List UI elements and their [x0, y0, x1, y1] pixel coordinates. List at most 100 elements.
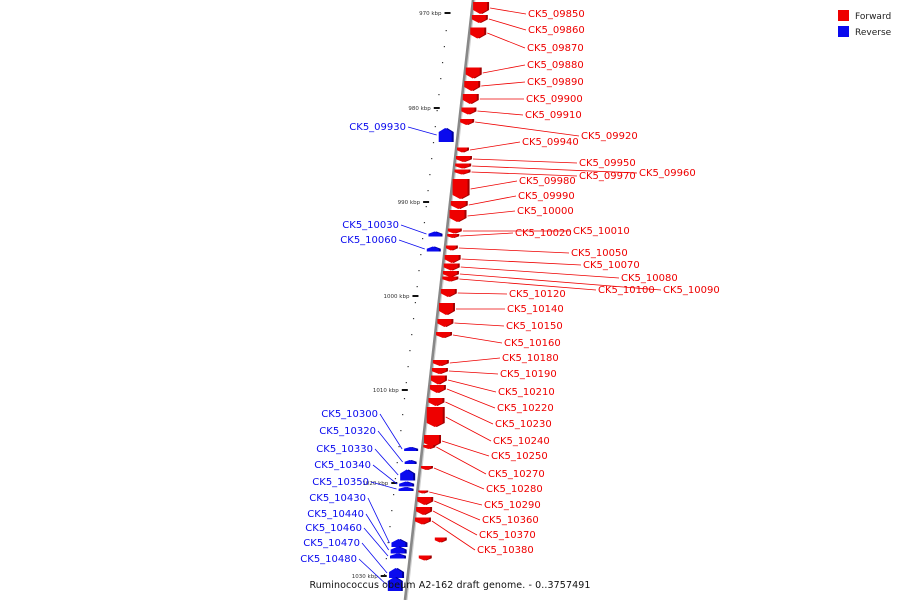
gene-CK5_10330[interactable] — [400, 469, 416, 481]
gene-label-CK5_09900[interactable]: CK5_09900 — [526, 94, 583, 105]
gene-label-CK5_09870[interactable]: CK5_09870 — [527, 43, 584, 54]
gene-label-CK5_09990[interactable]: CK5_09990 — [518, 191, 575, 202]
gene-CK5_09910[interactable] — [461, 107, 477, 115]
gene-label-CK5_10280[interactable]: CK5_10280 — [486, 484, 543, 495]
gene-CK5_10080[interactable] — [443, 263, 460, 271]
gene-label-CK5_10010[interactable]: CK5_10010 — [573, 226, 630, 237]
gene-extra[interactable] — [418, 555, 432, 561]
gene-label-CK5_10030[interactable]: CK5_10030 — [342, 220, 399, 231]
gene-CK5_10470[interactable] — [389, 568, 405, 578]
gene-CK5_10010[interactable] — [447, 228, 462, 234]
gene-CK5_10340[interactable] — [399, 481, 415, 487]
gene-CK5_10140[interactable] — [438, 303, 455, 315]
gene-label-CK5_10360[interactable]: CK5_10360 — [482, 515, 539, 526]
gene-CK5_09900[interactable] — [462, 94, 479, 104]
gene-label-CK5_10440[interactable]: CK5_10440 — [307, 509, 364, 520]
gene-CK5_10060[interactable] — [426, 246, 441, 252]
gene-CK5_10160[interactable] — [436, 332, 453, 338]
gene-label-CK5_09930[interactable]: CK5_09930 — [349, 122, 406, 133]
gene-label-CK5_10000[interactable]: CK5_10000 — [517, 206, 574, 217]
gene-CK5_10000[interactable] — [449, 210, 467, 222]
gene-extra[interactable] — [434, 537, 447, 543]
gene-label-CK5_10480[interactable]: CK5_10480 — [300, 554, 357, 565]
gene-CK5_09890[interactable] — [464, 81, 481, 91]
gene-label-CK5_10250[interactable]: CK5_10250 — [491, 451, 548, 462]
gene-label-CK5_10070[interactable]: CK5_10070 — [583, 260, 640, 271]
gene-CK5_10380[interactable] — [414, 517, 431, 525]
gene-label-CK5_09980[interactable]: CK5_09980 — [519, 176, 576, 187]
gene-CK5_10100[interactable] — [442, 276, 459, 282]
gene-label-CK5_10210[interactable]: CK5_10210 — [498, 387, 555, 398]
gene-label-CK5_09860[interactable]: CK5_09860 — [528, 25, 585, 36]
gene-CK5_09920[interactable] — [460, 119, 475, 125]
gene-label-CK5_10020[interactable]: CK5_10020 — [515, 228, 572, 239]
gene-CK5_10210[interactable] — [430, 375, 447, 385]
gene-CK5_10430[interactable] — [391, 539, 408, 547]
gene-label-CK5_10330[interactable]: CK5_10330 — [316, 444, 373, 455]
gene-label-CK5_10090[interactable]: CK5_10090 — [663, 285, 720, 296]
gene-CK5_10090[interactable] — [442, 271, 459, 277]
gene-label-CK5_10150[interactable]: CK5_10150 — [506, 321, 563, 332]
gene-CK5_09980[interactable] — [452, 179, 470, 199]
gene-label-CK5_09850[interactable]: CK5_09850 — [528, 9, 585, 20]
gene-label-CK5_10340[interactable]: CK5_10340 — [314, 460, 371, 471]
gene-CK5_10460[interactable] — [389, 553, 406, 559]
gene-CK5_09850[interactable] — [473, 2, 490, 14]
gene-label-CK5_09880[interactable]: CK5_09880 — [527, 60, 584, 71]
gene-label-CK5_09890[interactable]: CK5_09890 — [527, 77, 584, 88]
gene-label-CK5_10230[interactable]: CK5_10230 — [495, 419, 552, 430]
gene-CK5_10070[interactable] — [444, 255, 461, 263]
gene-label-CK5_10100[interactable]: CK5_10100 — [598, 285, 655, 296]
gene-label-CK5_09940[interactable]: CK5_09940 — [522, 137, 579, 148]
gene-CK5_10020[interactable] — [447, 234, 460, 238]
gene-CK5_09870[interactable] — [470, 27, 487, 39]
gene-label-CK5_10320[interactable]: CK5_10320 — [319, 426, 376, 437]
gene-CK5_09950[interactable] — [455, 156, 472, 162]
gene-label-CK5_10060[interactable]: CK5_10060 — [340, 235, 397, 246]
gene-CK5_10320[interactable] — [404, 460, 417, 464]
gene-CK5_10190[interactable] — [431, 368, 448, 374]
gene-label-CK5_10050[interactable]: CK5_10050 — [571, 248, 628, 259]
gene-label-CK5_10080[interactable]: CK5_10080 — [621, 273, 678, 284]
gene-label-CK5_10350[interactable]: CK5_10350 — [312, 477, 369, 488]
gene-CK5_09970[interactable] — [454, 169, 471, 175]
gene-CK5_10290[interactable] — [418, 490, 429, 494]
gene-label-CK5_10270[interactable]: CK5_10270 — [488, 469, 545, 480]
gene-CK5_10250[interactable] — [424, 435, 442, 447]
gene-label-CK5_10290[interactable]: CK5_10290 — [484, 500, 541, 511]
gene-CK5_10120[interactable] — [440, 289, 457, 297]
gene-CK5_09930[interactable] — [438, 128, 454, 142]
gene-CK5_09940[interactable] — [457, 147, 469, 153]
gene-CK5_10150[interactable] — [437, 319, 454, 327]
gene-CK5_10270[interactable] — [423, 445, 436, 449]
gene-CK5_10350[interactable] — [398, 487, 414, 491]
gene-CK5_10240[interactable] — [426, 407, 445, 427]
gene-label-CK5_10370[interactable]: CK5_10370 — [479, 530, 536, 541]
gene-label-CK5_09960[interactable]: CK5_09960 — [639, 168, 696, 179]
gene-label-CK5_10190[interactable]: CK5_10190 — [500, 369, 557, 380]
gene-label-CK5_10240[interactable]: CK5_10240 — [493, 436, 550, 447]
gene-label-CK5_10220[interactable]: CK5_10220 — [497, 403, 554, 414]
gene-CK5_10230[interactable] — [428, 398, 445, 406]
gene-CK5_10030[interactable] — [428, 231, 443, 237]
gene-CK5_10440[interactable] — [390, 546, 407, 554]
gene-CK5_10050[interactable] — [445, 245, 458, 251]
gene-label-CK5_10180[interactable]: CK5_10180 — [502, 353, 559, 364]
gene-CK5_10480[interactable] — [387, 577, 403, 591]
gene-label-CK5_09970[interactable]: CK5_09970 — [579, 171, 636, 182]
gene-label-CK5_10300[interactable]: CK5_10300 — [321, 409, 378, 420]
gene-label-CK5_09910[interactable]: CK5_09910 — [525, 110, 582, 121]
gene-CK5_09990[interactable] — [450, 201, 468, 209]
gene-CK5_09880[interactable] — [465, 67, 482, 79]
gene-label-CK5_09950[interactable]: CK5_09950 — [579, 158, 636, 169]
gene-label-CK5_09920[interactable]: CK5_09920 — [581, 131, 638, 142]
gene-label-CK5_10160[interactable]: CK5_10160 — [504, 338, 561, 349]
gene-CK5_10280[interactable] — [420, 466, 433, 470]
gene-label-CK5_10120[interactable]: CK5_10120 — [509, 289, 566, 300]
gene-label-CK5_10140[interactable]: CK5_10140 — [507, 304, 564, 315]
gene-CK5_10220[interactable] — [429, 385, 446, 393]
gene-CK5_09860[interactable] — [471, 15, 488, 23]
gene-CK5_09960[interactable] — [455, 163, 472, 169]
gene-CK5_10360[interactable] — [417, 497, 434, 505]
gene-label-CK5_10430[interactable]: CK5_10430 — [309, 493, 366, 504]
